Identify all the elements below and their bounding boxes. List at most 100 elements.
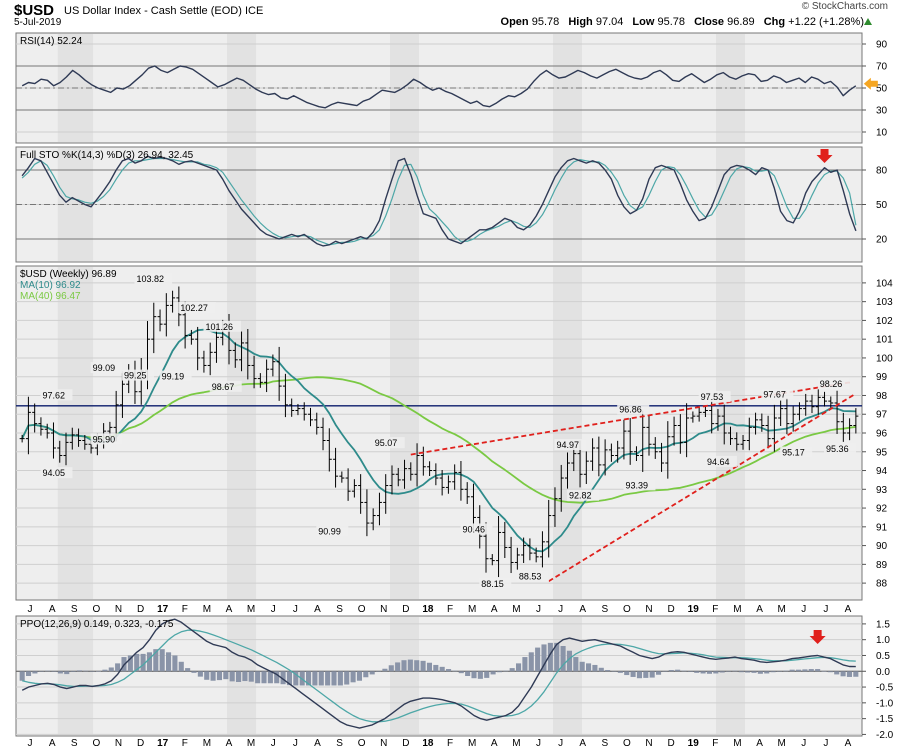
ppo-histogram-bar [159,649,165,672]
price-axis-tick-label: 104 [876,278,893,289]
price-label: 97.67 [763,389,786,399]
price-month-label: M [512,604,520,615]
ppo-histogram-bar [369,671,375,675]
ppo-panel-band-3 [552,617,583,735]
ppo-axis-tick-label: -0.5 [876,683,894,694]
ppo-histogram-bar [471,671,477,679]
price-month-label: J [558,604,563,615]
ppo-histogram-bar [267,671,273,684]
price-label: 94.97 [557,440,580,450]
ppo-histogram-bar [687,671,693,672]
ma10-legend: MA(10) 96.92 [20,280,81,291]
ppo-histogram-bar [344,671,350,685]
ppo-histogram-bar [732,670,738,672]
rsi-axis-tick-label: 90 [876,40,888,51]
ppo-histogram-bar [140,653,146,672]
price-label: 102.27 [180,303,208,313]
ppo-histogram-bar [255,671,261,684]
price-label: 96.86 [619,404,642,414]
price-month-label: J [28,604,33,615]
price-label: 94.64 [707,457,730,467]
ppo-histogram-bar [745,671,751,673]
price-label-bg [817,378,850,390]
ppo-histogram-bar [834,671,840,675]
ppo-histogram-bar [675,669,681,672]
ppo-histogram-bar [356,671,362,681]
ppo-month-label: M [468,738,476,749]
ppo-histogram-bar [51,671,57,672]
price-month-label: A [491,604,498,615]
ppo-histogram-bar [57,671,63,674]
ppo-histogram-bar [89,671,95,672]
ppo-histogram-bar [694,671,700,673]
price-month-label: A [845,604,852,615]
sto-k-line [21,155,857,247]
ppo-month-label: J [558,738,563,749]
price-month-label: 17 [157,604,169,615]
ppo-month-label: O [358,738,366,749]
price-month-label: N [380,604,387,615]
ppo-month-label: A [756,738,763,749]
price-label-bg [90,362,123,374]
ppo-histogram-bar [376,671,382,672]
ppo-axis-tick-label: 0.0 [876,667,890,678]
price-month-label: 18 [422,604,434,615]
ppo-histogram-bar [738,671,744,673]
price-month-label: S [71,604,78,615]
ppo-histogram-bar [827,671,833,673]
price-label: 99.09 [93,363,116,373]
ppo-histogram-bar [286,671,292,686]
price-label: 101.26 [205,322,233,332]
ppo-histogram-bar [770,671,776,673]
ppo-histogram-bar [789,669,795,672]
symbol-label: $USD [14,2,55,19]
ppo-panel-band-0 [57,617,94,735]
ppo-histogram-bar [261,671,267,684]
ppo-histogram-bar [223,671,229,680]
price-axis-tick-label: 103 [876,297,893,308]
ppo-histogram-bar [503,670,509,672]
price-month-label: M [733,604,741,615]
price-month-label: J [536,604,541,615]
ppo-histogram-bar [325,671,331,686]
ppo-histogram-bar [808,669,814,672]
ppo-month-label: A [226,738,233,749]
ppo-month-label: S [601,738,608,749]
ppo-histogram-bar [134,653,140,672]
ppo-histogram-bar [846,671,852,677]
ppo-histogram-bar [197,671,203,677]
ppo-month-label: M [733,738,741,749]
ppo-month-label: A [49,738,56,749]
ppo-axis-tick-label: -1.0 [876,698,894,709]
ppo-histogram-bar [102,669,108,672]
low-value: 95.78 [657,16,686,28]
price-axis-tick-label: 100 [876,353,893,364]
price-label-bg [203,320,242,332]
ppo-histogram-bar [528,652,534,672]
price-month-label: 19 [688,604,700,615]
price-label-bg [623,479,656,491]
ppo-histogram-bar [414,660,420,672]
ppo-histogram-bar [242,671,248,682]
up-arrow-icon [864,18,872,25]
ppo-histogram-bar [331,671,337,686]
ppo-month-label: M [777,738,785,749]
ppo-histogram-bar [668,670,674,672]
ppo-histogram-bar [452,670,458,672]
price-month-label: D [137,604,144,615]
ppo-histogram-bar [484,671,490,678]
ppo-histogram-bar [382,668,388,672]
ppo-histogram-bar [579,661,585,672]
ppo-month-label: J [271,738,276,749]
price-label: 97.53 [701,392,724,402]
ppo-histogram-bar [719,671,725,673]
brand-label: © StockCharts.com [801,1,888,12]
price-label: 98.26 [820,379,843,389]
ppo-month-label: N [645,738,652,749]
ppo-histogram-bar [643,671,649,678]
price-month-label: O [623,604,631,615]
price-label-bg [40,389,73,401]
price-month-label: J [271,604,276,615]
ppo-histogram-bar [840,671,846,677]
ppo-histogram-bar [38,671,44,672]
